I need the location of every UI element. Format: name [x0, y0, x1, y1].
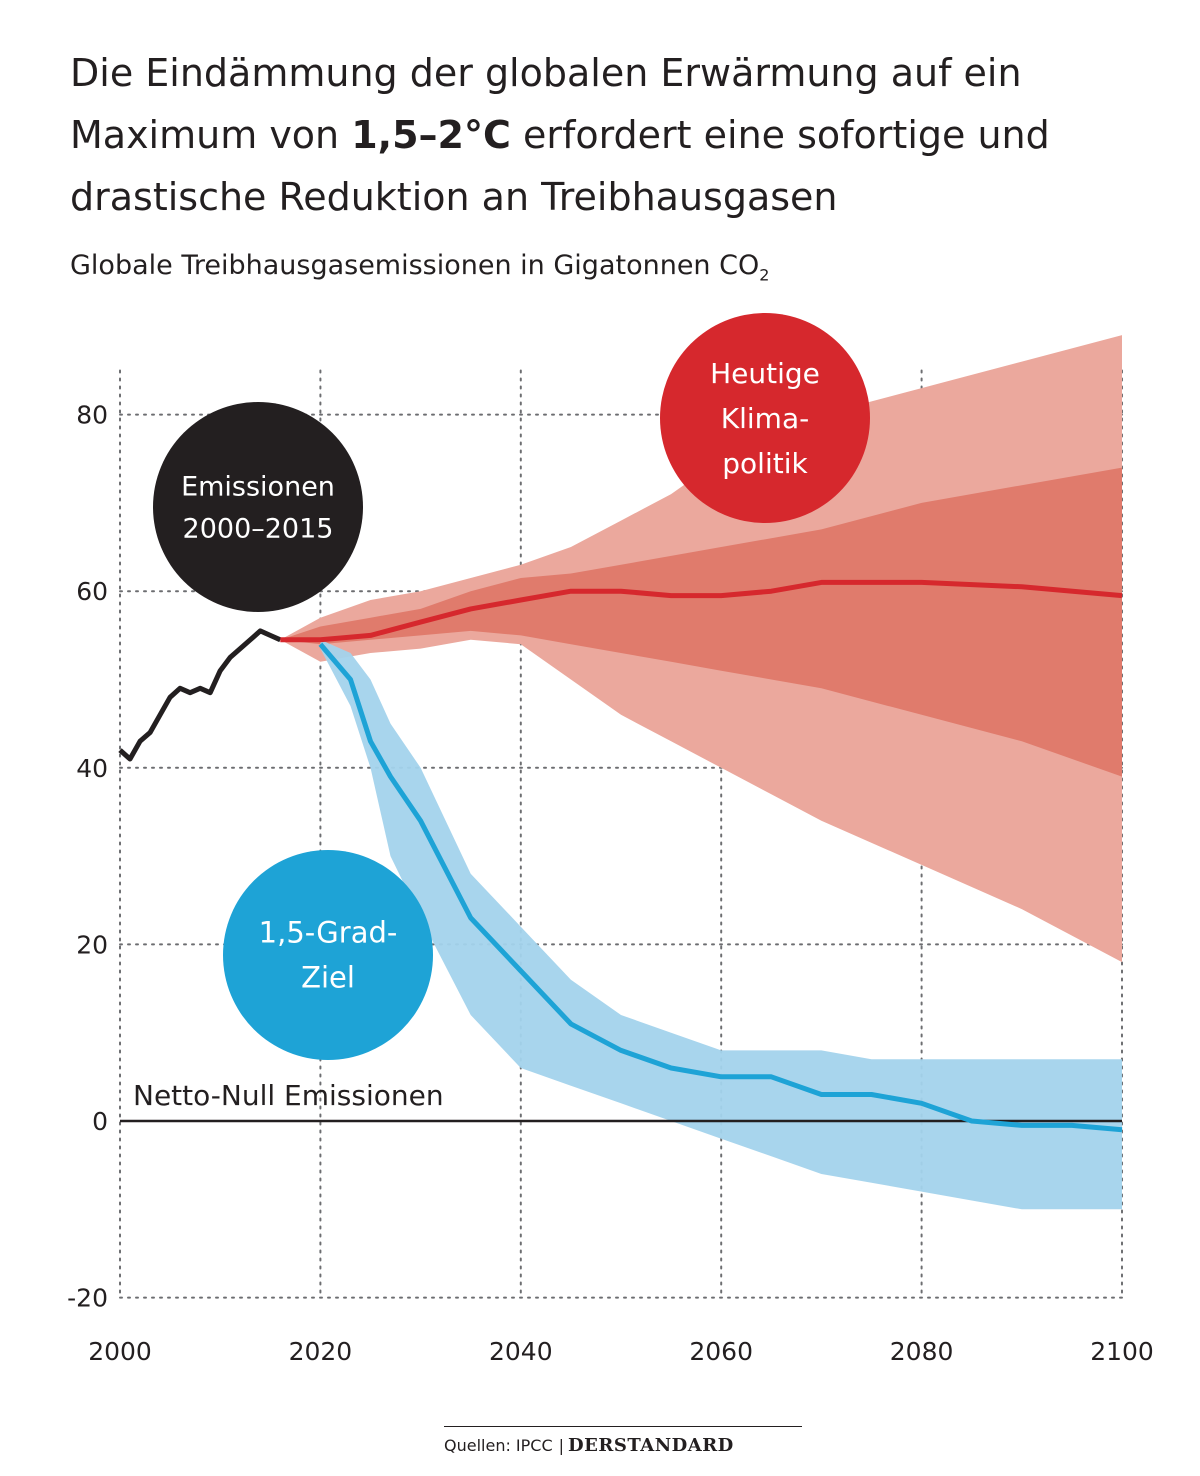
publisher-logo: DERSTANDARD: [568, 1435, 734, 1456]
x-tick-label: 2080: [890, 1337, 954, 1366]
historical-emissions-line: [118, 628, 282, 762]
policy-series-label: Heutige Klima-politik: [660, 313, 870, 523]
chart-subtitle: Globale Treibhausgasemissionen in Gigato…: [70, 250, 769, 284]
y-tick-label: 80: [76, 401, 108, 430]
policy-median-line: [280, 579, 1123, 643]
y-tick-label: 20: [76, 930, 108, 959]
target-series-label-text: Ziel: [301, 961, 355, 995]
source-separator: |: [558, 1436, 565, 1455]
target-series-label-text: 1,5-Grad-: [259, 916, 398, 950]
y-tick-label: 60: [76, 577, 108, 606]
historical-series-label-text: Emissionen: [181, 471, 335, 502]
policy-series-label-circle: [660, 313, 870, 523]
title-part-1: Die Eindämmung der globalen Erwärmung au…: [70, 51, 1022, 157]
historical-series-label: Emissionen 2000–2015: [153, 402, 363, 612]
policy-series-label-text: Heutige: [710, 357, 820, 390]
x-tick-label: 2100: [1090, 1337, 1154, 1366]
line-layer: Netto-Null Emissionen: [118, 579, 1123, 1133]
label-layer: Emissionen 2000–2015 Heutige Klima-politik 1…: [153, 313, 870, 1060]
historical-series-label-text: 2000–2015: [183, 513, 334, 544]
policy-series-label-text: Klima-: [721, 402, 809, 435]
historical-series-label-circle: [153, 402, 363, 612]
policy-inner-range: [280, 467, 1122, 777]
title-bold-range: 1,5–2°C: [351, 113, 511, 157]
target-series-label-circle: [223, 850, 433, 1060]
chart-title: Die Eindämmung der globalen Erwärmung au…: [70, 42, 1170, 228]
x-tick-label: 2000: [88, 1337, 152, 1366]
subtitle-text: Globale Treibhausgasemissionen in Gigato…: [70, 250, 760, 281]
source-label: Quellen: IPCC: [444, 1436, 553, 1455]
target-range: [320, 639, 1122, 1210]
area-layer: [280, 335, 1122, 1210]
x-tick-label: 2040: [489, 1337, 553, 1366]
x-tick-label: 2060: [689, 1337, 753, 1366]
target-series-label: 1,5-Grad- Ziel: [223, 850, 433, 1060]
source-line: Quellen: IPCC | DERSTANDARD: [444, 1426, 802, 1456]
net-zero-label: Netto-Null Emissionen: [133, 1079, 444, 1112]
y-tick-label: -20: [67, 1284, 108, 1313]
x-tick-label: 2020: [289, 1337, 353, 1366]
y-tick-label: 0: [92, 1107, 108, 1136]
policy-series-label-text: politik: [722, 447, 808, 480]
y-tick-label: 40: [76, 754, 108, 783]
target-median-line: [318, 642, 1123, 1133]
subtitle-subscript: 2: [759, 265, 770, 285]
title-part-2: erfordert eine sofortige und drastische …: [70, 113, 1050, 219]
emissions-chart: Netto-Null Emissionen Emissionen 2000–201…: [67, 313, 1154, 1366]
